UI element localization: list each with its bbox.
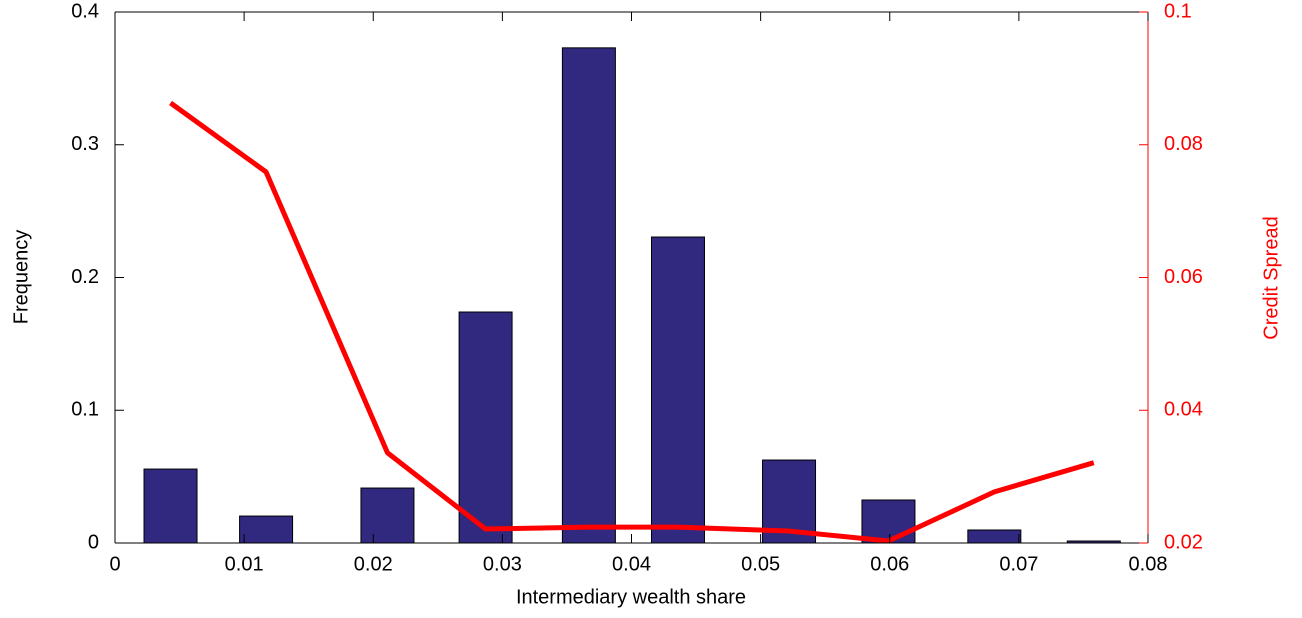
x-tick-label: 0.05 [741,553,780,575]
y2-tick-label: 0.02 [1164,531,1203,553]
y2-tick-label: 0.08 [1164,133,1203,155]
bar [143,468,198,544]
x-tick-label: 0.04 [612,553,651,575]
x-axis-label: Intermediary wealth share [516,586,746,608]
y-tick-label: 0.4 [71,0,99,22]
y2-axis-label: Credit Spread [1260,216,1282,339]
x-tick-label: 0.07 [999,553,1038,575]
x-tick-label: 0.01 [225,553,264,575]
bar [360,487,415,544]
y-tick-label: 0.2 [71,266,99,288]
x-tick-label: 0.02 [354,553,393,575]
y-tick-label: 0.3 [71,133,99,155]
x-tick-label: 0.03 [483,553,522,575]
y-tick-label: 0.1 [71,399,99,421]
bar [239,515,294,544]
line [169,100,1095,544]
bar [561,47,616,544]
y2-tick-label: 0.1 [1164,0,1192,22]
bar [458,311,513,544]
y-tick-label: 0 [88,531,99,553]
x-tick-label: 0 [109,553,120,575]
y2-tick-label: 0.06 [1164,266,1203,288]
x-tick-label: 0.06 [870,553,909,575]
bar [650,236,705,544]
y-axis-label: Frequency [10,230,32,325]
x-tick-label: 0.08 [1129,553,1168,575]
bar [861,499,916,544]
y2-tick-label: 0.04 [1164,399,1203,421]
bar [967,529,1022,544]
